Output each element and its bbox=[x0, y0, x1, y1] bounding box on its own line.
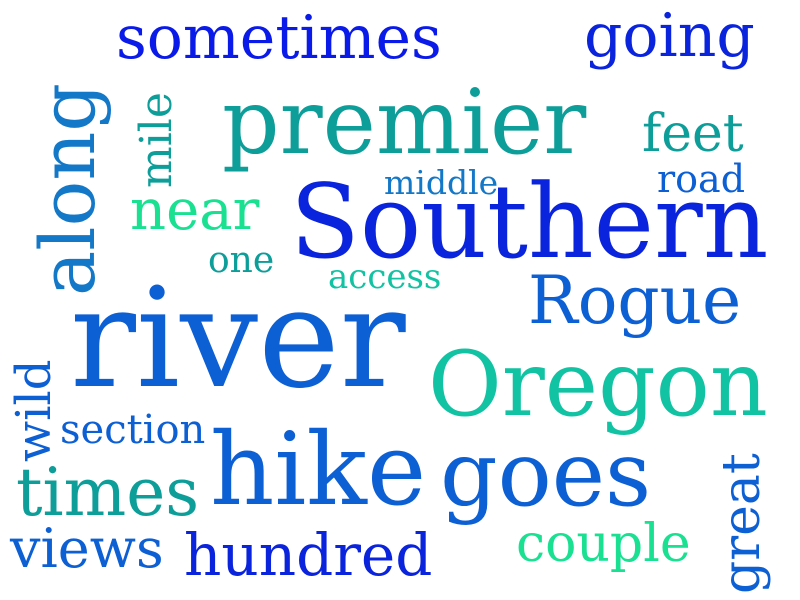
word-goes: goes bbox=[440, 422, 652, 527]
word-premier: premier bbox=[222, 70, 587, 175]
word-access: access bbox=[328, 257, 442, 297]
word-views: views bbox=[10, 517, 164, 580]
word-great: great bbox=[712, 453, 772, 594]
word-hike: hike bbox=[210, 411, 427, 528]
word-sometimes: sometimes bbox=[116, 3, 442, 73]
word-section: section bbox=[60, 407, 206, 453]
word-going: going bbox=[584, 1, 755, 71]
word-river: river bbox=[70, 258, 406, 419]
word-oregon: Oregon bbox=[428, 332, 768, 437]
word-feet: feet bbox=[642, 104, 744, 164]
word-near: near bbox=[130, 178, 260, 243]
word-middle: middle bbox=[384, 163, 499, 202]
word-rogue: Rogue bbox=[528, 262, 742, 339]
word-southern: Southern bbox=[290, 163, 769, 282]
word-wild: wild bbox=[6, 359, 62, 462]
word-one: one bbox=[208, 240, 275, 281]
word-mile: mile bbox=[131, 92, 182, 188]
word-hundred: hundred bbox=[184, 521, 433, 589]
word-road: road bbox=[657, 157, 746, 201]
word-times: times bbox=[16, 454, 200, 531]
word-couple: couple bbox=[516, 514, 691, 574]
